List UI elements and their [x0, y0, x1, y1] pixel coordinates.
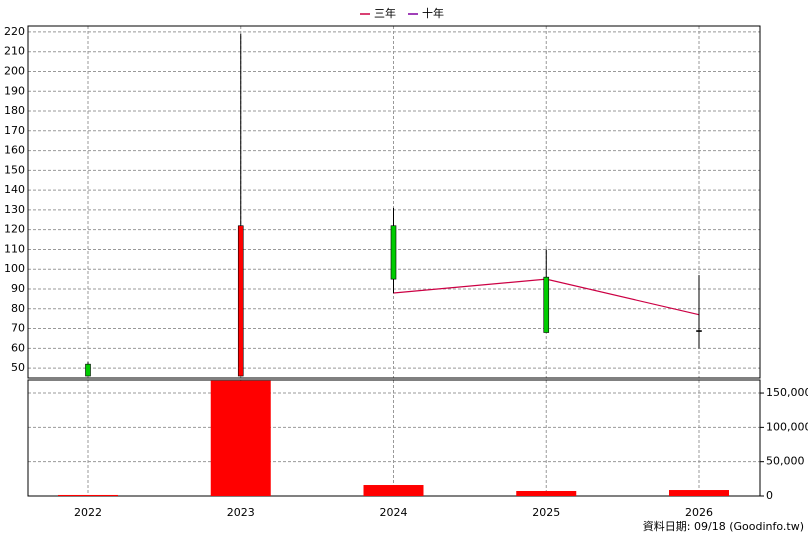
y-tick-label: 200	[4, 64, 25, 77]
y-tick-label: 80	[11, 302, 25, 315]
candle-body	[543, 276, 550, 333]
candle-body	[390, 225, 397, 280]
y-tick-label: 160	[4, 144, 25, 157]
y-tick-label: 190	[4, 84, 25, 97]
candle-body	[696, 330, 702, 332]
y-tick-label: 70	[11, 322, 25, 335]
candle-body	[85, 363, 91, 377]
y-tick-label: 110	[4, 242, 25, 255]
y-tick-label: 220	[4, 25, 25, 38]
y-tick-label: 120	[4, 223, 25, 236]
x-tick-label: 2025	[532, 506, 560, 519]
volume-bar	[210, 380, 271, 496]
x-tick-label: 2024	[380, 506, 408, 519]
y-tick-label: 210	[4, 45, 25, 58]
y2-tick-label: 150,000	[766, 386, 808, 399]
y-tick-label: 100	[4, 262, 25, 275]
volume-bar	[516, 490, 577, 496]
y-tick-label: 130	[4, 203, 25, 216]
y-tick-label: 150	[4, 163, 25, 176]
volume-bar	[58, 494, 118, 496]
y2-tick-label: 50,000	[766, 455, 805, 468]
legend-label: 三年	[374, 6, 396, 20]
y-tick-label: 140	[4, 183, 25, 196]
x-tick-label: 2026	[685, 506, 713, 519]
legend-label: 十年	[422, 6, 444, 20]
price-panel-frame	[27, 25, 761, 379]
x-tick-label: 2023	[227, 506, 255, 519]
volume-bar	[363, 485, 424, 496]
y-tick-label: 90	[11, 282, 25, 295]
footer: 資料日期: 09/18 (Goodinfo.tw)	[643, 519, 804, 533]
y-tick-label: 50	[11, 361, 25, 374]
y2-tick-label: 100,000	[766, 420, 808, 433]
y-tick-label: 180	[4, 104, 25, 117]
y-tick-label: 170	[4, 124, 25, 137]
x-tick-label: 2022	[74, 506, 102, 519]
candle-body	[237, 225, 244, 377]
y-tick-label: 60	[11, 341, 25, 354]
y2-tick-label: 0	[766, 489, 773, 502]
volume-bar	[669, 490, 729, 496]
